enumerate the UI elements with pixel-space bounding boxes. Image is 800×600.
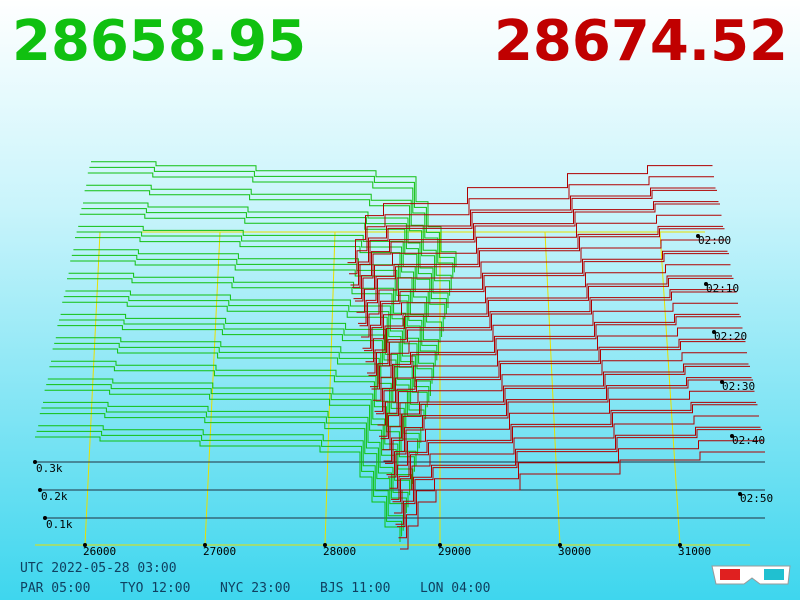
depth-tick [33,460,37,464]
time-tick [720,380,724,384]
ask-price: 28674.52 [494,9,788,74]
floor-grid [35,231,750,546]
time-tick [704,282,708,286]
depth-label: 0.2k [41,490,68,503]
depth-label: 0.3k [36,462,63,475]
utc-time: UTC 2022-05-28 03:00 [20,561,177,576]
price-label: 29000 [438,545,471,558]
time-tick [696,234,700,238]
price-label: 26000 [83,545,116,558]
price-tick [203,543,207,547]
time-label: 02:00 [698,234,731,247]
price-label: 31000 [678,545,711,558]
price-label: 27000 [203,545,236,558]
depth-tick [43,516,47,520]
time-label: 02:40 [732,434,765,447]
city-time: PAR 05:00 [20,581,90,596]
time-tick [738,492,742,496]
time-tick [730,434,734,438]
depth-label: 0.1k [46,518,73,531]
price-label: 28000 [323,545,356,558]
bid-price: 28658.95 [12,9,306,74]
price-tick [323,543,327,547]
time-tick [712,330,716,334]
price-tick [558,543,562,547]
glasses-icon [711,565,791,585]
city-time: BJS 11:00 [320,581,390,596]
price-label: 30000 [558,545,591,558]
price-tick [438,543,442,547]
time-label: 02:10 [706,282,739,295]
price-tick [678,543,682,547]
city-time: NYC 23:00 [220,581,290,596]
time-label: 02:20 [714,330,747,343]
city-time: TYO 12:00 [120,581,190,596]
time-label: 02:30 [722,380,755,393]
depth-tick [38,488,42,492]
time-label: 02:50 [740,492,773,505]
city-time: LON 04:00 [420,581,490,596]
price-tick [83,543,87,547]
